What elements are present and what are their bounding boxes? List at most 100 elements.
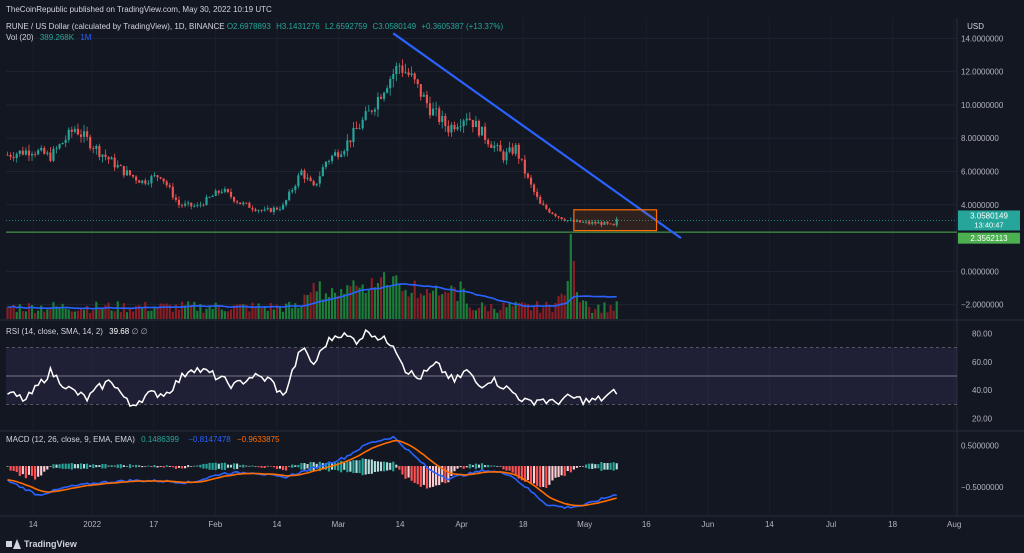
volume-bar — [30, 304, 34, 319]
candle-body — [382, 92, 386, 99]
macd-legend: MACD (12, 26, close, 9, EMA, EMA) 0.1486… — [6, 435, 279, 444]
volume-bar — [275, 304, 278, 319]
candle-body — [416, 79, 419, 85]
macd-histogram-bar — [474, 463, 477, 469]
volume-bar — [251, 302, 254, 319]
volume-bar — [79, 308, 83, 319]
macd-histogram-bar — [382, 461, 386, 472]
volume-label[interactable]: Vol (20) — [6, 33, 34, 42]
candle-body — [358, 128, 361, 130]
volume-bar — [569, 234, 572, 319]
volume-bar — [58, 306, 61, 319]
symbol-title[interactable]: RUNE / US Dollar (calculated by TradingV… — [6, 22, 225, 31]
volume-bar — [9, 306, 12, 319]
candle-body — [135, 176, 138, 181]
candle-body — [373, 109, 376, 112]
macd-histogram-bar — [487, 464, 490, 468]
price-tick-label: 0.0000000 — [961, 267, 999, 276]
consolidation-box — [573, 209, 658, 232]
candle-body — [435, 108, 438, 110]
candle-body — [49, 152, 52, 161]
volume-bar — [502, 302, 505, 319]
macd-histogram-bar — [147, 465, 150, 467]
macd-histogram-bar — [526, 466, 530, 480]
candle-body — [600, 222, 603, 225]
volume-bar — [404, 289, 407, 319]
candle-body — [578, 220, 582, 223]
volume-bar — [425, 288, 428, 319]
candle-body — [588, 221, 591, 224]
volume-bar — [438, 295, 441, 319]
macd-histogram-bar — [447, 466, 450, 483]
macd-histogram-bar — [40, 466, 43, 476]
macd-histogram-bar — [266, 465, 269, 467]
axes: 14.0000000 12.0000000 10.0000000 8.0000000 6… — [29, 34, 1004, 529]
volume-bar — [135, 306, 138, 319]
candle-body — [24, 150, 27, 155]
volume-bar — [214, 302, 217, 319]
macd-histogram-bar — [217, 463, 220, 469]
volume-bar — [37, 310, 40, 319]
volume-bar — [529, 310, 533, 319]
volume-bar — [321, 299, 324, 319]
candle-body — [9, 154, 12, 157]
volume-bar — [272, 309, 275, 319]
volume-bar — [477, 307, 481, 319]
macd-histogram-bar — [557, 466, 560, 478]
candle-body — [327, 160, 331, 162]
candle-body — [533, 184, 536, 192]
macd-histogram-bar — [180, 466, 184, 469]
volume-bar — [309, 292, 312, 319]
candle-body — [499, 144, 502, 152]
candle-body — [288, 191, 291, 201]
tradingview-footer[interactable]: TradingView — [6, 539, 77, 549]
time-tick-label: Jul — [826, 520, 836, 529]
volume-bar — [73, 311, 76, 319]
macd-histogram-bar — [165, 465, 168, 467]
volume-bar — [82, 309, 86, 319]
volume-bar — [12, 304, 15, 319]
macd-histogram-bar — [566, 466, 569, 472]
macd-histogram-bar — [141, 466, 144, 468]
volume-bar — [327, 297, 331, 319]
candle-body — [364, 111, 367, 120]
macd-hist-value: 0.1486399 — [141, 435, 179, 444]
volume-bar — [297, 307, 300, 319]
macd-histogram-bar — [395, 464, 398, 468]
macd-histogram-bar — [110, 465, 113, 468]
candle-body — [462, 120, 465, 127]
volume-bar — [24, 311, 27, 319]
volume-bar — [165, 303, 168, 319]
volume-bar — [499, 309, 502, 319]
candle-body — [465, 118, 468, 121]
macd-label[interactable]: MACD (12, 26, close, 9, EMA, EMA) — [6, 435, 135, 444]
rsi-label[interactable]: RSI (14, close, SMA, 14, 2) — [6, 327, 103, 336]
candle-body — [260, 210, 263, 212]
volume-bar — [370, 278, 373, 319]
volume-bar — [395, 275, 398, 319]
macd-histogram-bar — [386, 462, 389, 471]
candle-body — [153, 175, 156, 177]
macd-histogram-bar — [30, 466, 34, 476]
low-value: L2.6592759 — [324, 22, 368, 31]
macd-histogram-bar — [70, 463, 73, 470]
macd-histogram-bar — [588, 463, 591, 469]
macd-histogram-bar — [34, 466, 37, 480]
candle-body — [269, 208, 272, 213]
volume-bar — [67, 309, 70, 319]
time-tick-label: Feb — [208, 520, 222, 529]
volume-bar — [514, 301, 517, 319]
time-tick-label: May — [577, 520, 592, 529]
currency-label[interactable]: USD — [967, 22, 984, 31]
macd-histogram-bar — [128, 464, 132, 469]
volume-bar — [190, 304, 193, 319]
volume-bar — [603, 302, 606, 319]
macd-histogram-bar — [462, 466, 465, 469]
volume-bar — [588, 306, 591, 319]
volume-bar — [361, 284, 364, 319]
rsi-extra: ∅ ∅ — [131, 327, 148, 336]
volume-bar — [184, 305, 187, 319]
candle-body — [536, 191, 539, 197]
price-tick-label: −2.0000000 — [961, 301, 1004, 310]
